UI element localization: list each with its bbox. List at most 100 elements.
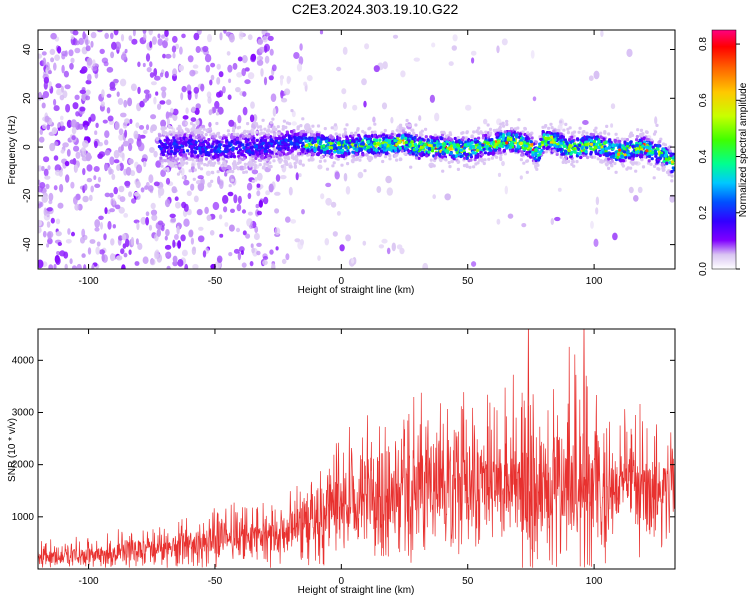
spectrogram-signal-cell [429,158,433,162]
spectrogram-signal-cell [580,146,584,150]
spectrogram-signal-cell [240,152,244,156]
spectrogram-noise-cell [84,124,88,131]
spectrogram-noise-cell [317,255,321,261]
spectrogram-signal-cell [529,140,533,144]
spectrogram-signal-cell [278,153,282,157]
spectrogram-noise-cell [93,166,100,172]
spectrogram-signal-cell [161,151,165,155]
spectrogram-noise-cell [170,107,174,114]
spectrogram-signal-cell [400,126,404,130]
spectrogram-signal-cell [198,146,202,150]
spectrogram-signal-cell [176,137,180,141]
spectrogram-signal-cell [625,151,630,155]
spectrogram-signal-cell [656,160,660,164]
spectrogram-signal-cell [278,147,282,151]
spectrogram-noise-cell [172,239,176,248]
spectrogram-noise-cell [274,208,280,214]
spectrogram-signal-cell [318,140,323,144]
spectrogram-signal-cell [276,125,280,129]
spectrogram-noise-cell [104,139,109,146]
spectrogram-noise-cell [116,255,123,261]
spectrogram-signal-cell [377,134,381,138]
spectrogram-signal-cell [261,118,265,122]
spectrogram-signal-cell [229,154,233,159]
spectrogram-noise-cell [71,127,77,135]
spectrogram-signal-cell [237,144,241,148]
spectrogram-noise-cell [130,83,137,92]
spectrogram-signal-cell [423,143,427,147]
spectrogram-signal-cell [410,140,414,144]
spectrogram-signal-cell [365,153,369,157]
spectrogram-signal-cell [534,151,538,156]
spectrogram-noise-cell [125,166,132,176]
spectrogram-noise-cell [174,234,179,240]
y-tick-label: 1000 [12,512,35,523]
spectrogram-noise-cell [151,36,157,45]
spectrogram-noise-cell [159,100,166,105]
spectrogram-signal-cell [404,136,408,141]
spectrogram-noise-cell [451,45,457,51]
spectrogram-noise-cell [274,227,281,236]
spectrogram-noise-cell [95,246,100,255]
spectrogram-signal-cell [298,159,303,163]
spectrogram-noise-cell [166,99,172,106]
spectrogram-signal-cell [405,123,409,127]
spectrogram-signal-cell [264,152,268,156]
spectrogram-signal-cell [655,123,659,127]
spectrogram-noise-cell [164,71,169,79]
spectrogram-signal-cell [638,141,642,145]
spectrogram-signal-cell [281,148,285,153]
spectrogram-signal-cell [502,149,506,153]
colorbar-gradient [711,29,737,270]
spectrogram-noise-cell [59,250,66,257]
spectrogram-signal-cell [320,149,324,153]
spectrogram-noise-cell [98,142,103,147]
spectrogram-signal-cell [361,129,365,134]
colorbar-tick-label: 0.0 [698,262,709,276]
spectrogram-signal-cell [286,147,290,152]
spectrogram-noise-cell [50,57,55,63]
spectrogram-signal-cell [630,152,634,156]
spectrogram-signal-cell [213,134,218,138]
spectrogram-noise-cell [172,35,178,43]
spectrogram-signal-cell [617,145,621,149]
spectrogram-signal-cell [567,159,571,164]
spectrogram-signal-cell [629,166,633,170]
spectrogram-noise-cell [103,233,107,241]
spectrogram-noise-cell [254,225,259,234]
spectrogram-signal-cell [272,159,276,163]
spectrogram-signal-cell [241,149,245,154]
spectrogram-signal-cell [562,144,566,148]
spectrogram-signal-cell [330,135,334,139]
spectrogram-signal-cell [193,130,197,134]
spectrogram-signal-cell [384,135,388,139]
spectrogram-signal-cell [414,123,418,127]
spectrogram-signal-cell [387,139,391,143]
spectrogram-cells [38,30,675,269]
spectrogram-signal-cell [230,178,235,182]
spectrogram-noise-cell [69,62,74,70]
spectrogram-signal-cell [472,165,476,169]
spectrogram-signal-cell [639,155,643,159]
spectrogram-signal-cell [582,151,586,155]
spectrogram-noise-cell [82,32,87,39]
spectrogram-signal-cell [598,143,602,147]
spectrogram-signal-cell [350,131,354,135]
spectrogram-signal-cell [191,163,195,167]
spectrogram-signal-cell [242,135,246,139]
spectrogram-signal-cell [478,145,482,149]
spectrogram-signal-cell [340,141,344,145]
spectrogram-noise-cell [188,229,194,237]
spectrogram-noise-cell [249,114,255,123]
spectrogram-signal-cell [664,157,668,161]
spectrogram-noise-cell [219,32,223,41]
spectrogram-signal-cell [270,150,274,154]
spectrogram-signal-cell [352,140,356,144]
spectrogram-signal-cell [301,117,305,121]
spectrogram-noise-cell [288,186,293,196]
spectrogram-signal-cell [231,147,235,151]
spectrogram-noise-cell [113,186,118,195]
spectrogram-signal-cell [342,154,346,159]
spectrogram-noise-cell [153,181,160,187]
spectrogram-signal-cell [390,132,394,136]
